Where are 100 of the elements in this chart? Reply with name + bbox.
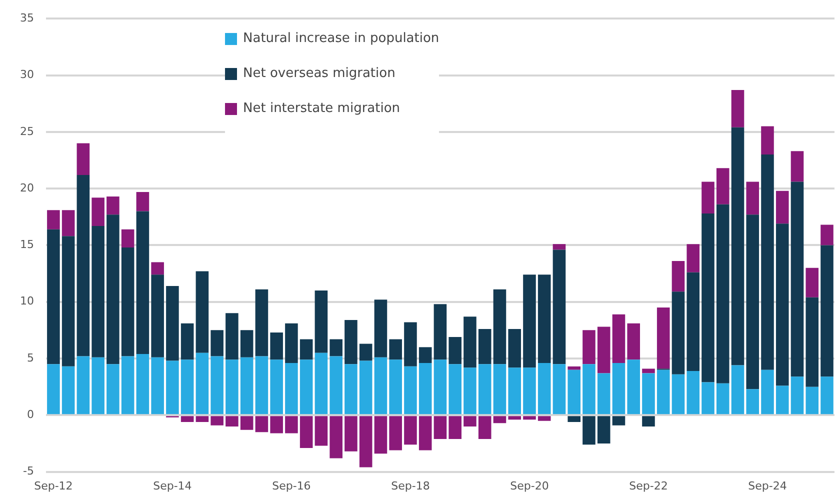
bar: [568, 366, 580, 370]
bar: [121, 356, 134, 414]
bar: [672, 292, 685, 374]
bar: [300, 360, 313, 414]
bar: [359, 344, 372, 361]
bar: [731, 127, 744, 366]
bar: [627, 323, 640, 360]
bar: [255, 356, 268, 414]
bar: [612, 314, 626, 364]
y-tick-label: -5: [23, 464, 34, 478]
bar: [196, 352, 209, 414]
bar: [552, 250, 566, 364]
bar: [538, 274, 551, 364]
bar: [330, 356, 342, 414]
bar: [761, 126, 774, 155]
bar: [330, 416, 342, 458]
bar: [731, 365, 744, 414]
bar: [166, 360, 179, 414]
bar: [180, 323, 194, 360]
bar: [92, 357, 104, 414]
bar: [597, 416, 610, 444]
bar: [270, 416, 283, 434]
bar: [672, 374, 685, 414]
bar: [790, 182, 804, 377]
y-tick-label: 15: [20, 238, 34, 252]
legend-label: Net overseas migration: [243, 66, 396, 81]
bar: [62, 210, 75, 236]
bar: [448, 364, 462, 414]
bar: [806, 386, 819, 414]
bar: [359, 416, 372, 468]
bar: [374, 357, 388, 414]
bar: [300, 416, 313, 448]
bar: [330, 339, 342, 356]
x-tick-label: Sep-22: [629, 479, 668, 492]
bar: [92, 226, 104, 358]
bar: [464, 416, 476, 426]
bar: [478, 329, 492, 364]
bar: [180, 416, 194, 422]
bar: [240, 416, 254, 430]
bar: [136, 354, 150, 414]
bar: [790, 151, 804, 182]
legend-label: Net interstate migration: [243, 101, 400, 116]
y-tick-label: 5: [26, 351, 34, 364]
bar: [285, 363, 298, 414]
bar: [62, 366, 75, 414]
bar: [210, 416, 224, 426]
bar: [508, 416, 521, 420]
bar: [240, 357, 254, 414]
bar: [820, 224, 834, 246]
bar: [210, 330, 224, 356]
bar: [478, 416, 492, 439]
bar: [806, 268, 819, 298]
x-tick-label: Sep-20: [510, 479, 549, 492]
bar: [478, 364, 492, 414]
bar: [746, 182, 760, 215]
bar: [702, 182, 714, 214]
bar: [359, 360, 372, 414]
bar: [448, 336, 462, 364]
bar: [389, 416, 402, 450]
bar: [820, 376, 834, 414]
bar: [493, 364, 506, 414]
bar: [656, 308, 670, 369]
bar: [374, 300, 388, 358]
bar: [434, 360, 447, 414]
bar: [448, 416, 462, 439]
bar: [612, 363, 626, 414]
bar: [746, 214, 760, 390]
bar: [627, 360, 640, 414]
bar: [790, 376, 804, 414]
bar: [552, 244, 566, 250]
legend-label: Natural increase in population: [243, 31, 440, 46]
bar: [776, 224, 789, 386]
bar: [418, 416, 432, 450]
x-tick-label: Sep-18: [391, 479, 430, 492]
y-tick-label: 35: [20, 11, 34, 24]
bar: [47, 210, 60, 230]
bar: [582, 364, 596, 414]
bar: [389, 339, 402, 360]
bar: [47, 229, 60, 364]
bar: [121, 247, 134, 356]
bar: [47, 364, 60, 414]
bar: [746, 389, 760, 414]
bar: [374, 416, 388, 454]
y-tick-label: 30: [20, 68, 34, 82]
bar: [314, 290, 328, 353]
bar: [62, 236, 75, 366]
bar: [166, 286, 179, 361]
bar: [418, 347, 432, 364]
bar: [523, 274, 536, 368]
bar: [92, 198, 104, 226]
bar: [121, 229, 134, 248]
bar: [196, 271, 209, 353]
bar: [568, 370, 580, 414]
bar: [568, 416, 580, 422]
bar: [716, 204, 730, 384]
bar: [820, 245, 834, 377]
bar: [716, 383, 730, 414]
bar: [776, 190, 789, 224]
bar: [523, 416, 536, 420]
bar: [656, 370, 670, 414]
